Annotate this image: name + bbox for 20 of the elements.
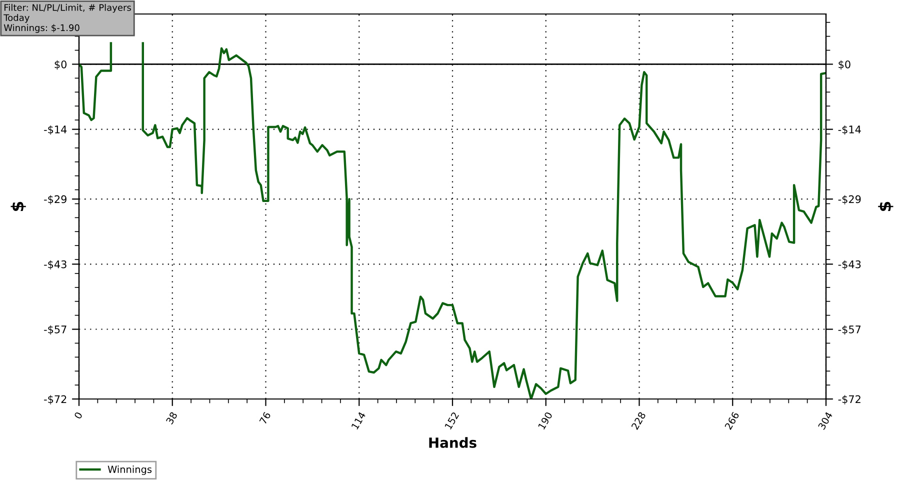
y2-tick-label: $0 [838, 60, 850, 70]
x-tick-label: 0 [74, 411, 83, 420]
y2-tick-label: -$72 [838, 395, 860, 404]
y-tick-label: -$72 [44, 395, 66, 404]
y-tick-label: -$43 [44, 260, 66, 270]
y-tick-label: -$29 [44, 195, 66, 205]
y2-tick-label: -$29 [838, 195, 861, 205]
y2-tick-label: -$14 [838, 125, 861, 135]
y-axis-title: $ [10, 202, 26, 211]
y2-tick-label: -$43 [838, 260, 861, 270]
y-tick-label: $0 [54, 60, 67, 70]
x-axis-title: Hands [429, 437, 476, 448]
y2-tick-label: -$57 [838, 325, 861, 335]
y2-axis-title: $ [878, 202, 894, 211]
x-tick-label: 76 [259, 411, 271, 425]
y-tick-label: -$57 [44, 325, 66, 335]
y-tick-label: -$14 [44, 125, 67, 135]
annotation: Filter: NL/PL/Limit, # Players Today Winnings: $-1.90 [4, 4, 131, 33]
legend-label: Winnings [108, 466, 152, 475]
x-tick-label: 38 [166, 411, 178, 425]
